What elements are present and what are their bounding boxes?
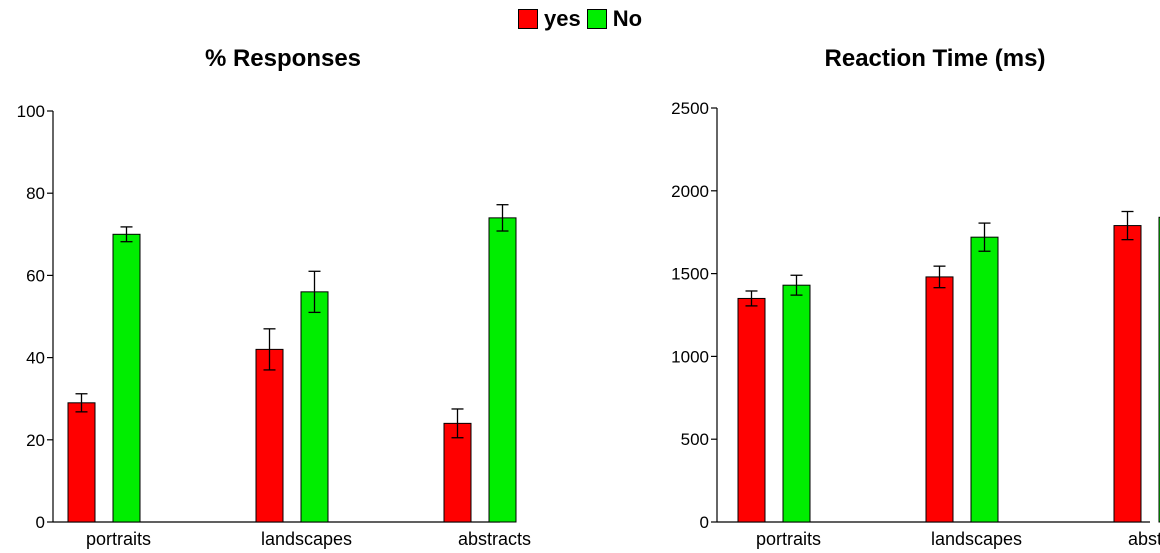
chart-responses-bars: portraits landscapes abstracts — [67, 204, 531, 549]
y-tick-label: 2500 — [671, 99, 709, 118]
x-tick-label: landscapes — [931, 529, 1022, 549]
chart-reaction-time-axes: 0 500 1000 1500 2000 2500 — [671, 99, 1150, 532]
bar-yes-abstracts — [443, 422, 472, 523]
bar-no-portraits — [112, 233, 141, 523]
x-tick-label: landscapes — [261, 529, 352, 549]
chart-reaction-time: Reaction Time (ms) 05001000150020002500 … — [671, 45, 1160, 549]
chart-title-responses: % Responses — [205, 45, 361, 72]
y-tick-label: 500 — [681, 430, 709, 449]
x-tick-label: portraits — [756, 529, 821, 549]
y-tick-label: 80 — [26, 184, 45, 203]
x-tick-label: abstracts — [1128, 529, 1160, 549]
bar-yes-landscapes — [925, 276, 954, 523]
chart-responses: % Responses 0 20 40 60 80 100 portraits landsc… — [17, 45, 531, 549]
x-tick-label: abstracts — [458, 529, 531, 549]
y-tick-label: 2000 — [671, 182, 709, 201]
chart-reaction-time-bars: portraits landscapes abstracts — [737, 210, 1160, 549]
bar-no-landscapes — [300, 291, 329, 523]
bar-yes-abstracts — [1113, 225, 1142, 523]
y-tick-label: 1500 — [671, 265, 709, 284]
legend-label-yes: yes — [543, 6, 581, 31]
chart-responses-axes: 0 20 40 60 80 100 — [17, 102, 500, 532]
chart-title-reaction-time: Reaction Time (ms) — [825, 45, 1046, 72]
y-tick-label: 40 — [26, 349, 45, 368]
legend-swatch-yes — [517, 9, 538, 29]
legend: yes No — [0, 4, 1160, 34]
y-tick-label: 20 — [26, 431, 45, 450]
bar-no-portraits — [782, 284, 811, 523]
y-tick-label: 100 — [17, 102, 45, 121]
bar-yes-portraits — [737, 297, 766, 523]
legend-item-yes: yes — [517, 6, 581, 32]
y-tick-label: 1000 — [671, 347, 709, 366]
bar-yes-portraits — [67, 402, 96, 523]
legend-label-no: No — [612, 6, 643, 31]
x-tick-label: portraits — [86, 529, 151, 549]
legend-item-no: No — [586, 6, 643, 32]
bar-no-abstracts — [488, 217, 517, 523]
bar-yes-landscapes — [255, 348, 284, 523]
bar-no-landscapes — [970, 236, 999, 523]
y-tick-label: 0 — [36, 513, 45, 532]
y-tick-label: 60 — [26, 266, 45, 285]
legend-swatch-no — [586, 9, 607, 29]
y-tick-label: 0 — [700, 513, 709, 532]
